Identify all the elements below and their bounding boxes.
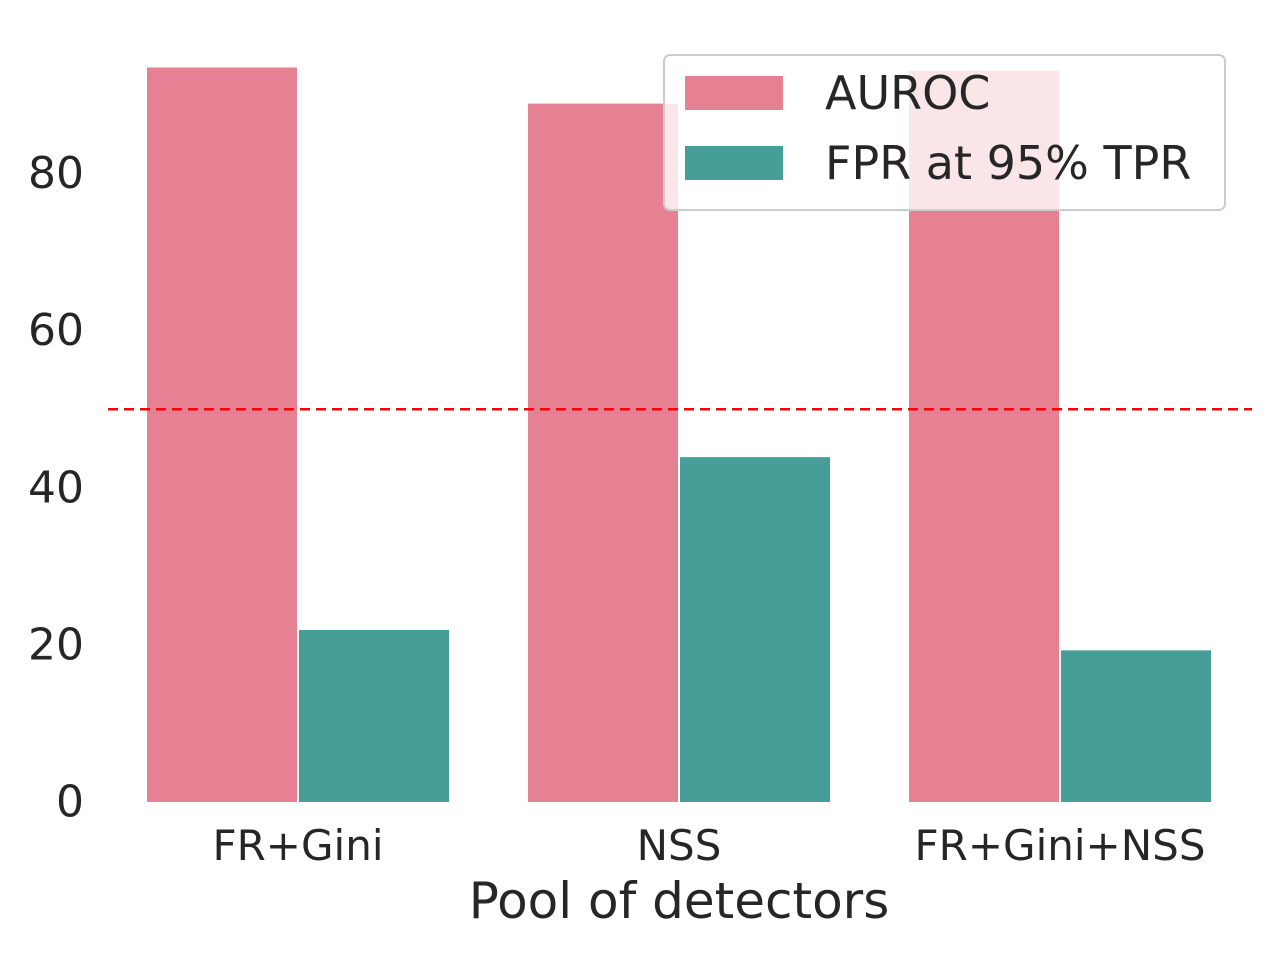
bar-auroc-fr-gini	[147, 67, 297, 802]
legend-label: FPR at 95% TPR	[825, 136, 1191, 190]
bars-group	[147, 67, 1211, 803]
y-tick-label: 0	[56, 777, 84, 828]
bar-fpr-at-95-tpr-nss	[680, 457, 830, 802]
bar-fpr-at-95-tpr-fr-gini	[299, 629, 449, 802]
legend-swatch	[685, 76, 783, 110]
legend-frame	[663, 54, 1226, 211]
legend-label: AUROC	[825, 66, 990, 120]
x-axis-title: Pool of detectors	[469, 872, 890, 930]
y-tick-label: 20	[28, 619, 84, 670]
bar-auroc-nss	[528, 103, 678, 803]
x-tick-label: FR+Gini	[212, 821, 383, 870]
legend-swatch	[685, 146, 783, 180]
y-tick-label: 80	[28, 148, 84, 199]
x-tick-labels: FR+Gini NSS FR+Gini+NSS	[212, 821, 1205, 870]
bar-fpr-at-95-tpr-fr-gini-nss	[1061, 650, 1211, 802]
x-tick-label: NSS	[637, 821, 722, 870]
y-tick-label: 40	[28, 462, 84, 513]
legend: AUROC FPR at 95% TPR	[663, 54, 1226, 211]
y-tick-label: 60	[28, 305, 84, 356]
x-tick-label: FR+Gini+NSS	[915, 821, 1206, 870]
y-tick-labels: 0 20 40 60 80	[28, 148, 84, 827]
